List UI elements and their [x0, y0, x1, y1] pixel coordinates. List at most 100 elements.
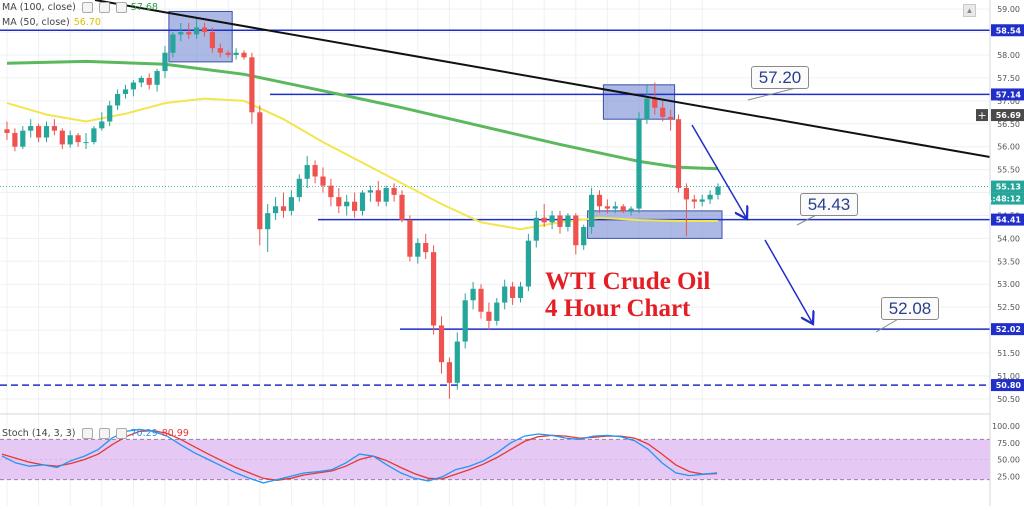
price-axis-tag-label: 56.69 — [996, 111, 1022, 120]
candle-bullish — [565, 215, 571, 227]
candle-bearish — [225, 52, 231, 56]
candle-bullish — [415, 242, 421, 257]
candle-bullish — [581, 226, 587, 246]
projection-arrows — [691, 86, 901, 333]
candle-bearish — [391, 187, 397, 195]
price-axis-tag — [991, 109, 1024, 122]
settings-icon[interactable] — [98, 2, 110, 13]
callout-connector — [747, 86, 801, 101]
stoch-tick-label: 100.00 — [992, 422, 1020, 431]
candle-bearish — [217, 48, 223, 53]
projection-arrow-down — [764, 239, 813, 324]
stoch-tick-label: 50.00 — [997, 456, 1020, 465]
candle-bullish — [517, 286, 524, 298]
candle-bearish — [336, 197, 342, 207]
ma50-legend: MA (50, close) 56.70 — [2, 17, 101, 28]
candle-bullish — [494, 302, 500, 321]
candle-bullish — [288, 197, 294, 211]
candle-bearish — [573, 215, 579, 246]
candle-bearish — [486, 311, 492, 321]
ma50-label: MA (50, close) — [2, 17, 70, 28]
candle-bullish — [194, 27, 200, 35]
price-tick-label: 53.50 — [997, 257, 1020, 266]
candle-bearish — [4, 129, 10, 133]
ma100-legend: MA (100, close) 57.68 — [2, 2, 158, 13]
price-axis-tag — [991, 24, 1024, 37]
candle-bullish — [383, 187, 389, 202]
ma50-value: 56.70 — [73, 17, 101, 28]
candle-bullish — [525, 240, 531, 287]
descending-trendline — [94, 0, 1024, 164]
price-axis-tag-label: 52.02 — [996, 325, 1021, 334]
candle-bullish — [83, 142, 89, 144]
price-tick-label: 53.00 — [997, 280, 1020, 289]
candle-bullish — [454, 341, 460, 383]
trend-lines — [94, 0, 1024, 164]
candle-bullish — [122, 89, 129, 94]
price-tick-label: 59.00 — [997, 5, 1020, 14]
price-tick-label: 57.00 — [997, 97, 1020, 106]
candle-bearish — [510, 286, 516, 298]
candle-bearish — [186, 32, 192, 35]
stoch-d-value: 80.99 — [161, 428, 189, 439]
candle-bearish — [446, 362, 452, 383]
candle-bullish — [162, 52, 168, 72]
candle-bullish — [533, 217, 539, 241]
candle-bullish — [99, 121, 105, 129]
candle-bearish — [407, 220, 413, 257]
ma100-line — [6, 59, 719, 171]
plus-icon-bg[interactable] — [976, 109, 988, 122]
callout-upper: 57.20 — [751, 66, 809, 89]
candle-bearish — [249, 57, 255, 113]
candle-bearish — [620, 206, 626, 211]
chart-title: WTI Crude Oil 4 Hour Chart — [545, 268, 710, 322]
candle-bullish — [170, 34, 176, 53]
candle-bearish — [660, 107, 666, 117]
ma100-label: MA (100, close) — [2, 2, 76, 13]
candle-bearish — [12, 132, 18, 147]
candle-bearish — [280, 206, 287, 211]
candle-bearish — [146, 77, 152, 85]
candle-bullish — [359, 192, 366, 211]
close-icon[interactable] — [115, 428, 127, 439]
eye-icon[interactable] — [81, 428, 93, 439]
stoch-legend: Stoch (14, 3, 3) 70.29 80.99 — [2, 428, 189, 439]
moving-averages — [6, 59, 719, 231]
candle-bearish — [541, 217, 547, 223]
candle-bullish — [273, 206, 279, 214]
candle-bullish — [154, 71, 160, 85]
price-axis-tag-label: 54.41 — [996, 216, 1022, 225]
price-axis-tag — [991, 88, 1024, 101]
candle-bullish — [20, 130, 26, 147]
settings-icon[interactable] — [98, 428, 110, 439]
chart-title-line1: WTI Crude Oil — [545, 268, 711, 295]
candle-bearish — [209, 32, 215, 49]
candle-bullish — [715, 186, 721, 195]
collapse-icon[interactable]: ▲ — [963, 4, 976, 17]
price-axis-tag-label: 50.80 — [996, 381, 1022, 390]
candle-bullish — [178, 32, 184, 35]
candle-bullish — [628, 208, 634, 211]
candles — [4, 18, 721, 399]
close-icon[interactable] — [115, 2, 127, 13]
price-tick-label: 56.00 — [997, 143, 1020, 152]
candle-bullish — [470, 288, 476, 301]
eye-icon[interactable] — [81, 2, 93, 13]
projection-arrow-down — [691, 124, 747, 219]
candle-bullish — [344, 201, 350, 207]
candle-bullish — [612, 206, 618, 209]
price-tick-label: 54.00 — [997, 234, 1020, 243]
price-axis-tag-label: 55.13 — [996, 183, 1021, 192]
callout-connector — [875, 317, 901, 333]
candle-bullish — [233, 52, 239, 56]
candle-bullish — [699, 199, 705, 202]
plus-icon[interactable]: + — [977, 109, 986, 122]
candle-bearish — [241, 52, 247, 58]
candle-bearish — [423, 242, 429, 253]
candle-bearish — [399, 194, 405, 221]
consolidation-zone — [587, 210, 723, 239]
candle-bullish — [304, 165, 310, 179]
candle-bullish — [707, 194, 713, 200]
